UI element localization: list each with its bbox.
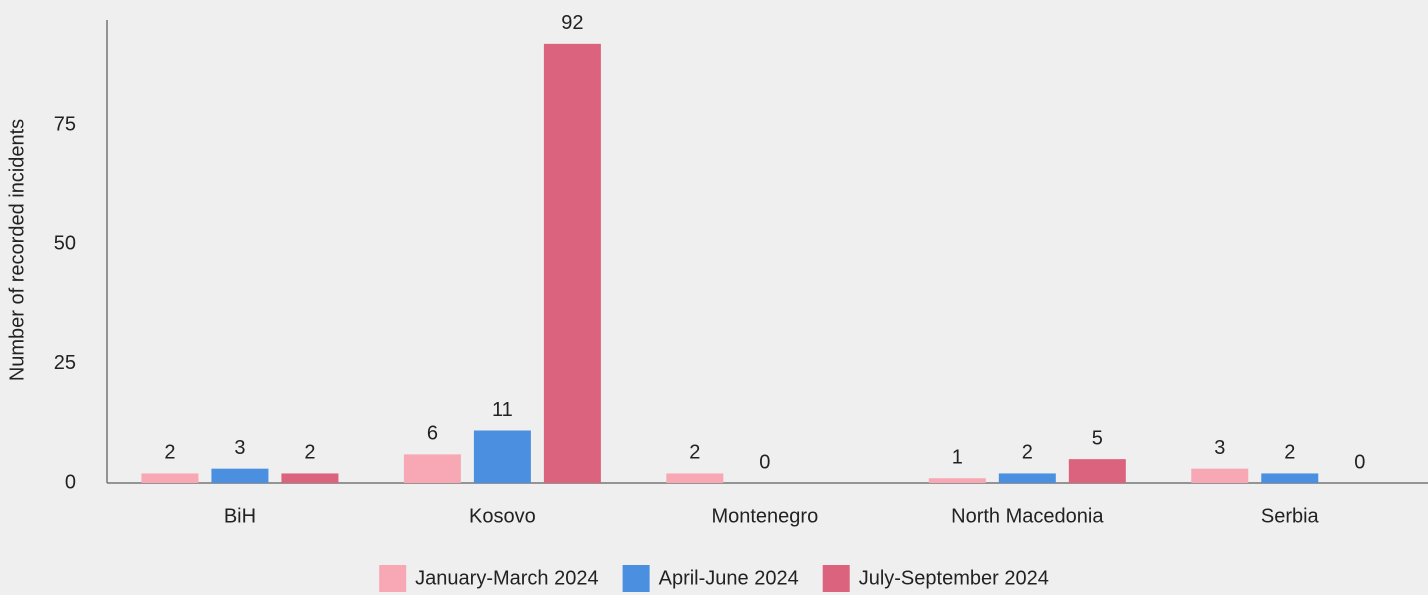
legend-label: July-September 2024 [859,567,1049,589]
y-axis-label: Number of recorded incidents [6,119,28,381]
data-label: 2 [689,442,700,464]
legend-swatch [379,565,407,592]
x-tick-label: North Macedonia [951,505,1104,527]
legend-label: April-June 2024 [659,567,799,589]
data-label: 2 [1284,442,1295,464]
data-label: 92 [561,12,583,34]
data-label: 5 [1092,427,1103,449]
data-label: 0 [1354,451,1365,473]
data-label: 0 [759,451,770,473]
bar [1191,468,1249,483]
x-tick-label: Serbia [1261,505,1320,527]
legend: January-March 2024 April-June 2024 July-Se… [379,565,1049,592]
data-label: 1 [952,447,963,469]
bar [928,478,986,483]
data-label: 2 [164,442,175,464]
data-label: 3 [234,437,245,459]
bar [281,473,339,483]
data-label: 11 [492,399,513,421]
x-tick-label: Kosovo [469,505,536,527]
bar [666,473,724,483]
bar [543,43,601,484]
y-tick-label: 25 [54,352,76,374]
x-tick-label: Montenegro [711,505,818,527]
bar [403,454,461,483]
x-tick-label: BiH [224,505,256,527]
data-label: 2 [1022,442,1033,464]
data-label: 3 [1214,437,1225,459]
bar [1068,459,1126,483]
data-label: 2 [304,442,315,464]
legend-swatch [622,565,650,592]
legend-label: January-March 2024 [415,567,598,589]
bar [998,473,1056,483]
bar [141,473,199,483]
y-tick-label: 50 [54,233,76,255]
bar [473,430,531,483]
bar [1261,473,1319,483]
legend-swatch [822,565,850,592]
y-tick-label: 75 [54,113,76,135]
y-tick-label: 0 [65,471,76,493]
data-label: 6 [427,423,438,445]
bar [211,468,269,483]
